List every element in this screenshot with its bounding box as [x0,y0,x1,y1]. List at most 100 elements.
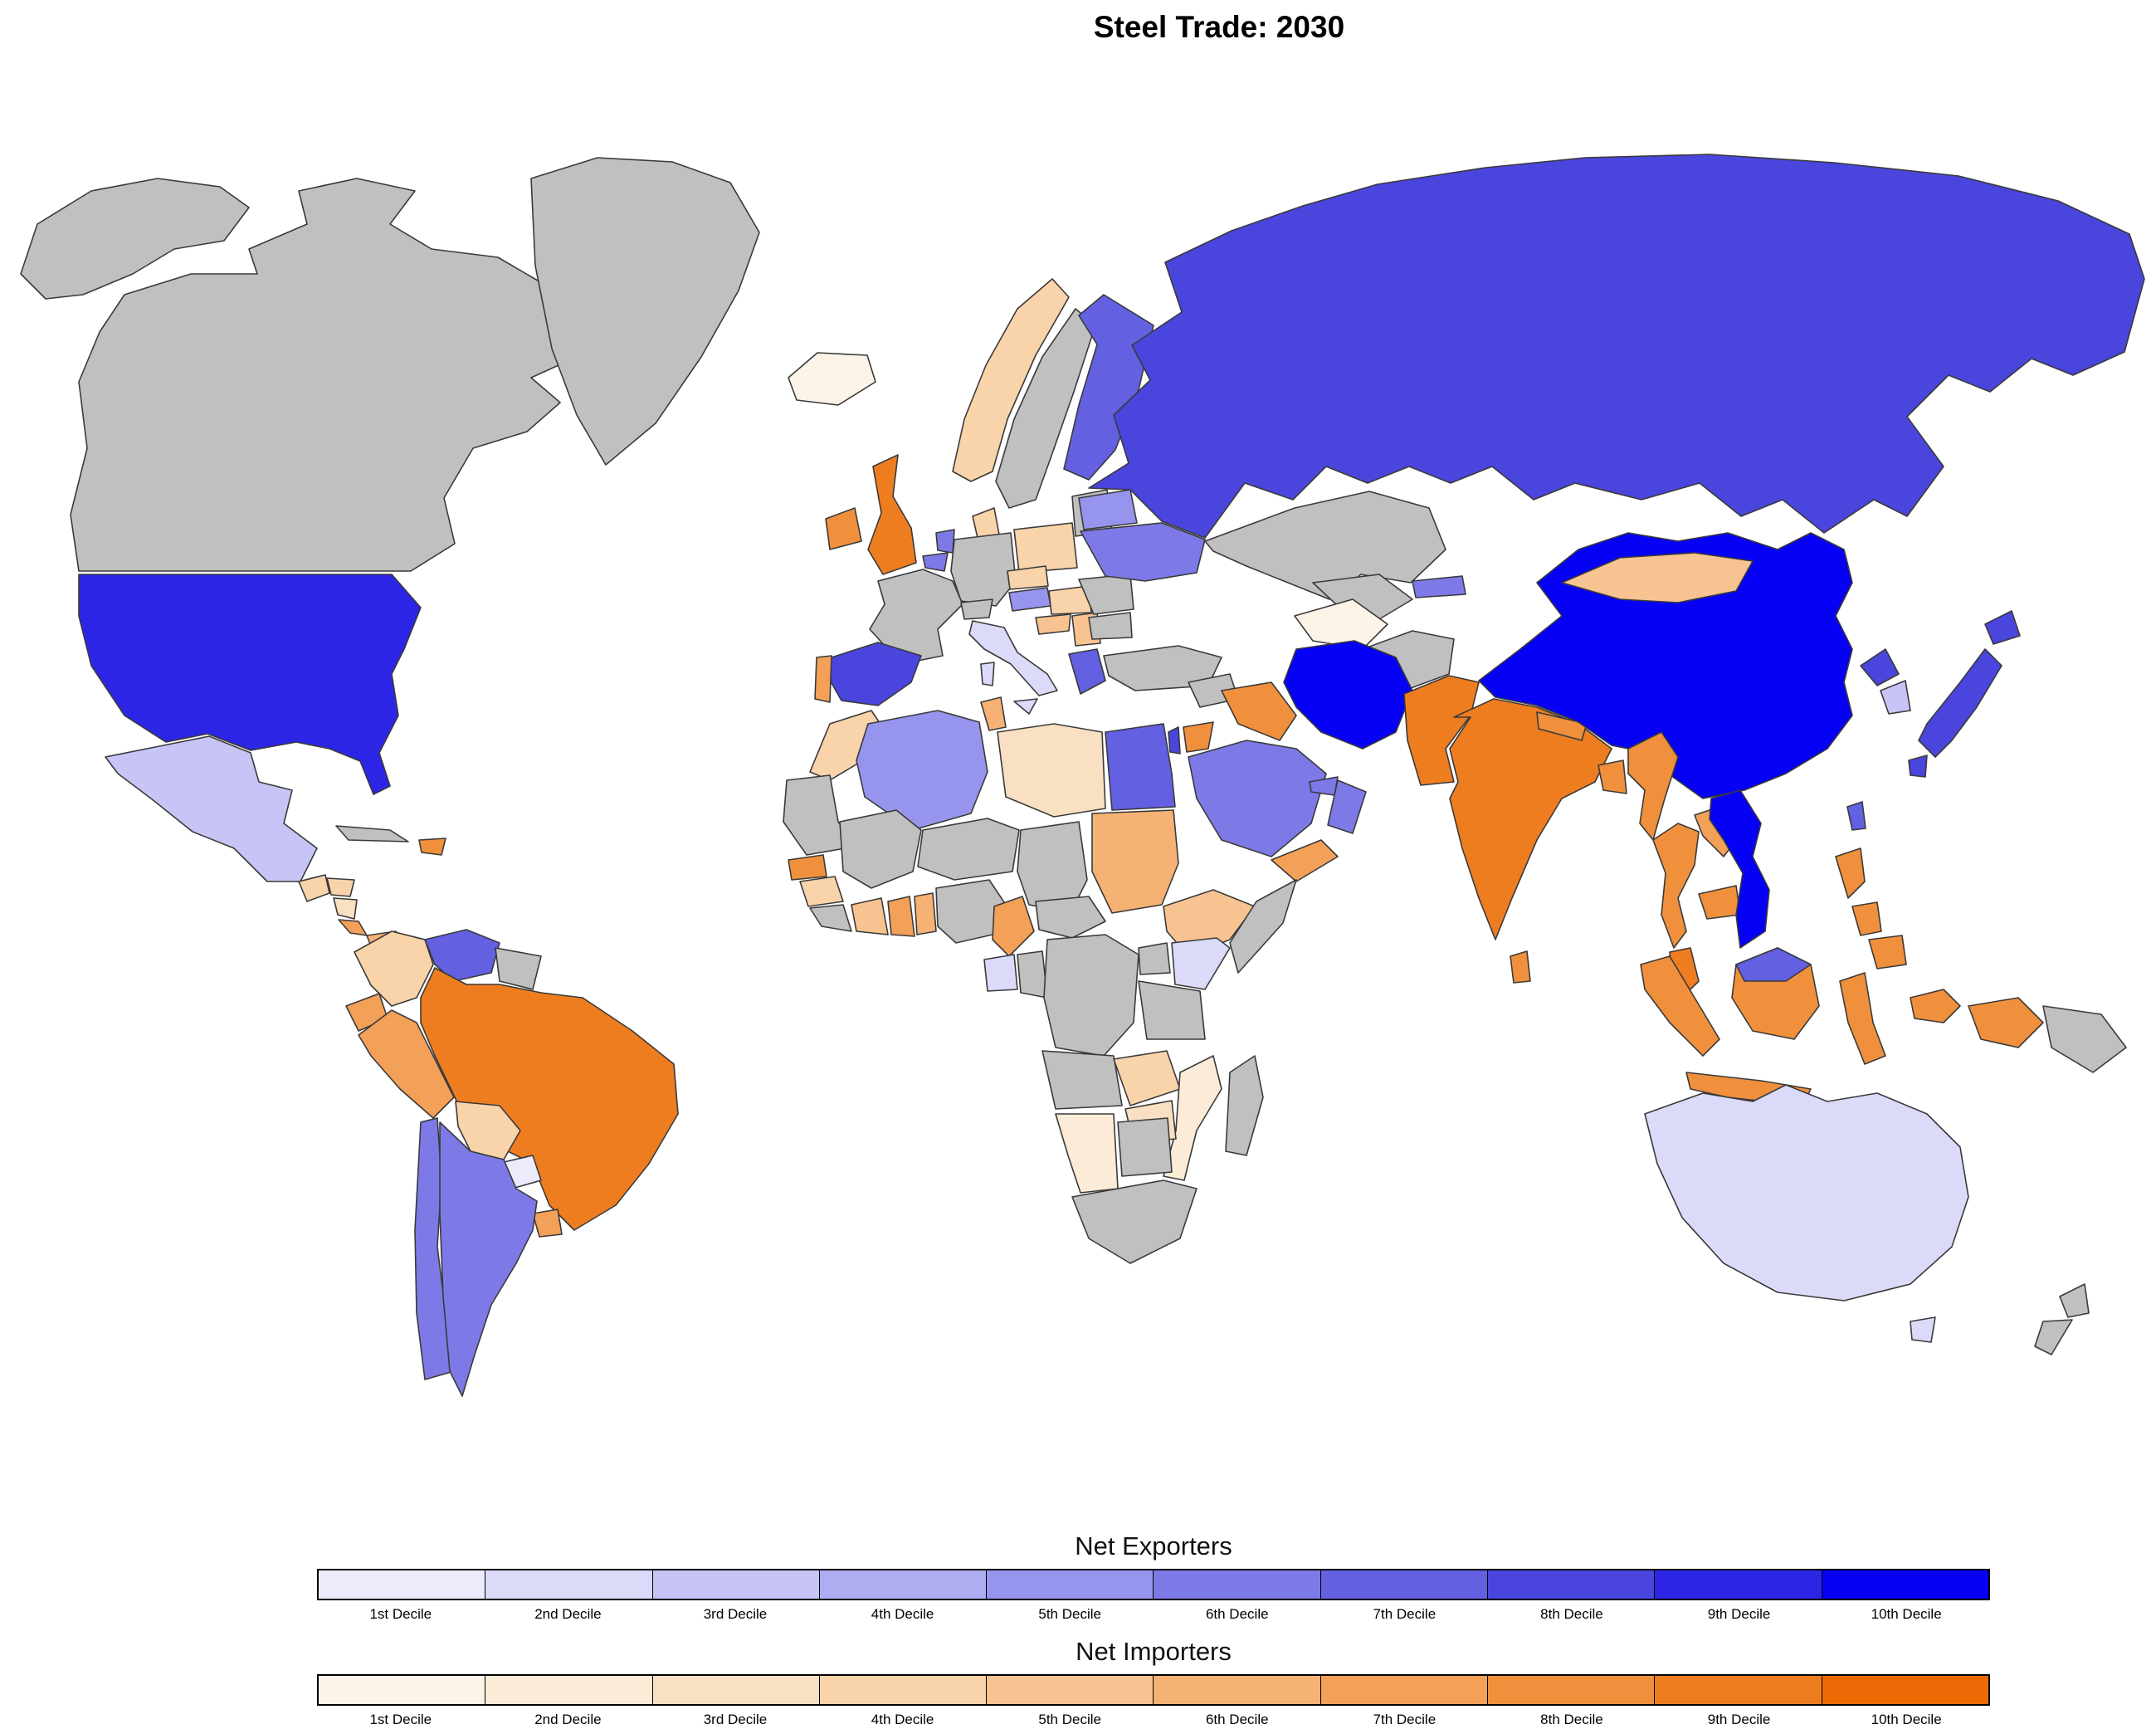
country-south-korea [1880,680,1911,715]
country-bangladesh [1597,759,1627,794]
country-zambia [1113,1050,1181,1106]
importers-decile-label: 8th Decile [1540,1712,1603,1724]
country-japan [1908,610,2021,778]
country-australia-tasmania [1910,1316,1936,1343]
country-mali [839,809,922,889]
exporters-decile-labels: 1st Decile 2nd Decile 3rd Decile 4th Decile… [317,1600,1990,1623]
country-uganda [1138,942,1171,975]
country-cote-divoire [851,897,889,935]
country-turkmenistan [1294,598,1388,650]
country-yemen [1271,839,1339,882]
country-libya [997,723,1106,818]
exporters-colorbar [317,1569,1990,1600]
exporters-decile-label: 5th Decile [1038,1606,1101,1622]
country-oman [1327,779,1367,834]
country-senegal [788,854,827,881]
exporters-decile-swatch [1319,1570,1488,1599]
exporters-decile-label: 9th Decile [1707,1606,1771,1622]
country-australia [1644,1084,1969,1302]
country-south-africa [1071,1179,1198,1264]
country-guinea [799,876,844,907]
exporters-legend: Net Exporters 1st Decile 2nd Decile 3rd De… [317,1531,1990,1623]
importers-decile-label: 9th Decile [1707,1712,1771,1724]
country-greece [1068,648,1106,695]
country-uzbekistan [1312,574,1413,620]
country-saudi-arabia [1188,740,1327,857]
importers-decile-label: 3rd Decile [703,1712,768,1724]
country-sudan [1091,809,1179,914]
country-hungary [1048,585,1092,615]
country-brunei [1735,947,1812,982]
country-greenland [530,157,760,466]
country-denmark [972,507,1000,539]
country-netherlands [935,529,955,554]
country-united-states [78,574,422,795]
importers-decile-label: 5th Decile [1038,1712,1101,1724]
exporters-decile-swatch [651,1570,819,1599]
importers-decile-swatch [485,1676,652,1704]
country-dr-congo [1043,934,1139,1057]
country-vietnam [1709,789,1770,949]
exporters-decile-label: 2nd Decile [534,1606,602,1622]
country-thailand [1652,823,1700,949]
country-cuba [335,825,409,842]
exporters-decile-label: 4th Decile [871,1606,934,1622]
importers-decile-label: 7th Decile [1373,1712,1437,1724]
country-norway [952,278,1070,482]
exporters-decile-swatch [1487,1570,1655,1599]
country-gabon [983,954,1018,992]
country-egypt [1105,723,1176,811]
country-france [869,569,963,665]
country-guatemala [298,874,330,902]
country-taiwan [1846,801,1866,831]
exporters-decile-swatch [986,1570,1154,1599]
country-papua-new-guinea [2042,1005,2127,1073]
country-czechia [1007,565,1049,590]
exporters-decile-swatch [1654,1570,1822,1599]
importers-decile-swatch [818,1676,987,1704]
country-venezuela [424,929,500,982]
country-north-korea [1860,648,1900,686]
exporters-decile-label: 7th Decile [1373,1606,1437,1622]
country-pakistan [1403,675,1480,786]
country-tanzania [1138,980,1206,1040]
country-israel [1168,726,1181,755]
country-jordan [1183,721,1214,753]
country-madagascar [1225,1055,1264,1156]
country-indonesia-sulawesi [1839,972,1886,1065]
country-brazil [420,967,679,1231]
world-map [20,154,2145,1397]
country-italy [968,620,1058,715]
exporters-decile-swatch [1153,1570,1320,1599]
importers-decile-swatch [986,1676,1154,1704]
importers-decile-swatch [1654,1676,1822,1704]
country-china [1478,532,1853,799]
country-angola [1041,1050,1123,1110]
country-poland [1013,522,1078,574]
importers-decile-swatch [319,1676,485,1704]
country-mongolia [1561,552,1754,603]
country-united-kingdom [867,454,917,575]
exporters-decile-label: 1st Decile [369,1606,432,1622]
country-indonesia-sumatra [1640,955,1720,1057]
country-ethiopia [1163,889,1256,957]
country-switzerland [960,598,993,620]
country-nepal [1536,711,1588,741]
exporters-decile-label: 8th Decile [1540,1606,1603,1622]
country-bulgaria [1088,612,1133,640]
country-ireland [825,507,862,550]
country-tunisia [980,696,1007,731]
exporters-decile-swatch [818,1570,987,1599]
country-guyana [495,947,542,990]
exporters-decile-swatch [319,1570,485,1599]
importers-decile-swatch [651,1676,819,1704]
exporters-decile-swatch [485,1570,652,1599]
country-myanmar [1627,731,1679,841]
country-sri-lanka [1510,950,1531,984]
country-belgium [922,552,949,572]
country-liberia [809,904,852,932]
country-indonesia-moluccas [1910,989,1961,1023]
importers-decile-label: 10th Decile [1871,1712,1942,1724]
exporters-legend-title: Net Exporters [1075,1531,1232,1560]
